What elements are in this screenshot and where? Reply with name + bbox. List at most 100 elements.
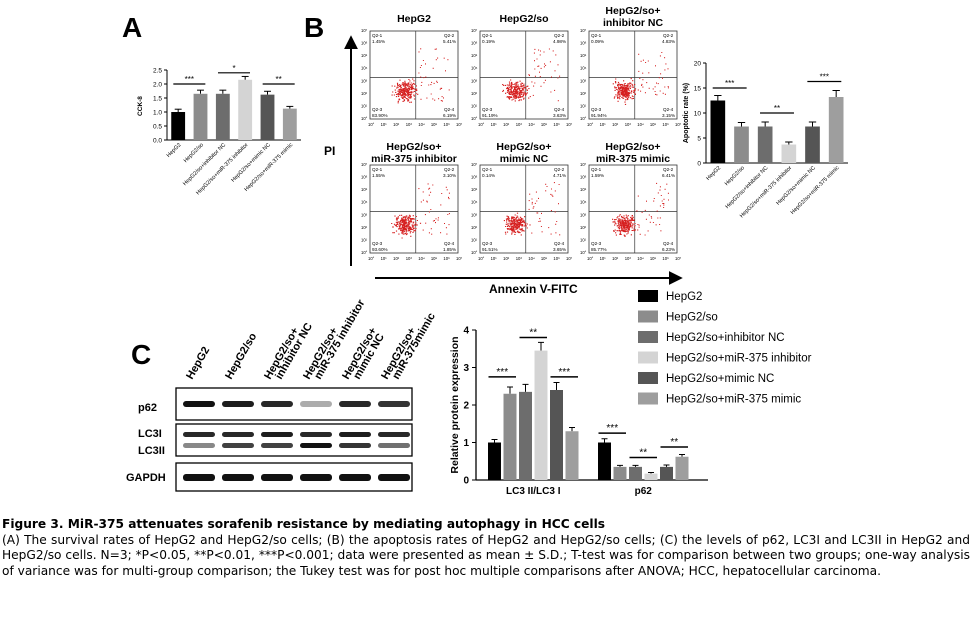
y-tick-label: 10³ [361,78,368,83]
quadrant-label: Q2-2 [554,33,565,38]
quadrant-value: 1.85% [443,247,456,252]
y-tick-label: 10³ [471,212,478,217]
panel-b-flow-plots: HepG2Q2-11.45%Q2-25.41%Q2-383.90%Q2-46.1… [361,5,682,261]
y-tick-label: 15 [694,86,702,93]
significance-label: *** [558,367,570,378]
bar-1 [193,93,208,140]
flow-scatter-points [612,182,669,237]
flow-plot-title: HepG2/so+ [496,141,551,153]
category-label: HepG2/so+inhibitor NC [725,165,770,210]
quadrant-label: Q2-2 [444,167,455,172]
y-tick-label: 10² [361,91,368,96]
x-tick-label: 10° [587,122,594,127]
quadrant-label: Q2-4 [663,241,674,246]
y-tick-label: 5 [697,136,701,143]
p62-blot-box [175,387,413,421]
quadrant-label: Q2-3 [591,107,602,112]
p62-band [261,401,293,407]
x-tick-label: 10³ [516,256,523,261]
bar-1 [734,126,749,163]
lc3i-band [339,432,371,437]
quadrant-label: Q2-1 [482,167,493,172]
y-tick-label: 10⁷ [361,28,368,33]
flow-x-axis-label: Annexin V-FITC [489,282,578,296]
flow-scatter-points [502,48,561,102]
quadrant-value: 4.71% [553,173,566,178]
lc3i-band [378,432,410,437]
x-tick-label: 10° [587,256,594,261]
y-tick-label: 2.0 [153,82,162,89]
x-tick-label: 10³ [625,256,632,261]
panel-b-flow-axes: PI Annexin V-FITC [324,35,683,296]
flow-scatter-points [391,48,450,104]
x-tick-label: 10¹ [600,256,607,261]
bar-1-4 [660,466,673,480]
bar-2 [215,93,230,140]
y-tick-label: 10³ [580,212,587,217]
lc3i-band [183,432,215,437]
category-label: HepG2/so+inhibitor NC [182,142,227,187]
y-tick-label: 0 [697,161,701,168]
x-tick-label: 10² [393,122,400,127]
y-tick-label: 10⁵ [471,53,478,58]
p62-band [183,401,215,407]
y-tick-label: 10⁵ [361,53,368,58]
flow-plot-frame [479,30,569,120]
y-tick-label: 10⁶ [361,41,368,46]
bar-5 [828,97,844,163]
lc3ii-band [378,443,410,448]
blot-label-lc3ii: LC3II [138,445,165,457]
y-axis-label: Apoptotic rate (%) [683,83,690,143]
y-axis-label: CCK-8 [137,96,144,116]
legend-label-3: HepG2/so+miR-375 inhibitor [666,353,812,365]
significance-label: ** [276,75,282,84]
flow-plot-title: miR-375 mimic [596,153,670,165]
y-tick-label: 10⁶ [580,41,587,46]
quadrant-label: Q2-4 [444,107,455,112]
x-tick-label: 10° [478,122,485,127]
flow-plot-frame [479,164,569,254]
bar-0-3 [534,350,548,480]
lc3i-band [300,432,332,437]
y-tick-label: 10² [471,225,478,230]
x-tick-label: 10³ [406,256,413,261]
legend-label-0: HepG2 [666,291,702,303]
bar-4 [260,94,275,140]
y-tick-label: 0.5 [153,124,162,131]
quadrant-label: Q2-1 [372,33,383,38]
quadrant-label: Q2-1 [372,167,383,172]
x-tick-label: 10⁷ [675,256,682,261]
flow-plot-title: HepG2 [397,13,431,25]
bar-4 [805,126,820,163]
quadrant-label: Q2-4 [554,107,565,112]
blot-label-gapdh: GAPDH [126,472,166,484]
legend-label-5: HepG2/so+miR-375 mimic [666,394,801,406]
y-tick-label: 10¹ [580,237,587,242]
quadrant-value: 4.98% [553,39,566,44]
y-tick-label: 10¹ [471,237,478,242]
x-tick-label: 10⁶ [443,256,450,261]
lc3-blot-box [175,423,413,457]
x-tick-label: 10¹ [600,122,607,127]
quadrant-value: 85.77% [591,247,607,252]
quadrant-label: Q2-3 [591,241,602,246]
quadrant-label: Q2-2 [554,167,565,172]
x-tick-label: 10⁵ [431,122,438,127]
x-tick-label: 10¹ [381,256,388,261]
significance-label: *** [725,79,734,88]
quadrant-value: 3.15% [662,113,675,118]
quadrant-value: 91.19% [482,113,498,118]
y-tick-label: 10¹ [580,103,587,108]
bar-3 [781,144,797,163]
x-tick-label: 10⁴ [418,122,425,127]
y-tick-label: 10⁷ [471,28,478,33]
category-label: HepG2/so [724,165,746,187]
quadrant-label: Q2-4 [663,107,674,112]
bar-1-0 [598,442,611,480]
y-tick-label: 2 [463,401,469,412]
category-label: HepG2 [705,165,722,182]
quadrant-value: 1.59% [591,173,604,178]
y-tick-label: 10° [471,250,478,255]
